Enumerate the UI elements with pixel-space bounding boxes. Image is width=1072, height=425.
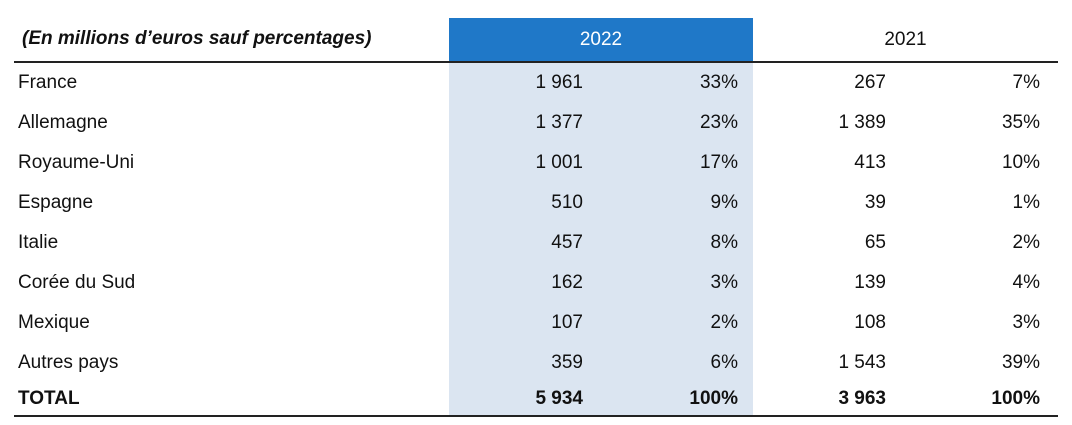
value-2021: 267 — [854, 72, 886, 93]
total-percent-2021: 100% — [991, 388, 1040, 409]
percent-2021: 1% — [1012, 192, 1040, 213]
header-year-2021: 2021 — [884, 28, 927, 50]
percent-2021: 39% — [1001, 352, 1040, 373]
percent-2021: 4% — [1012, 272, 1040, 293]
table-row: Mexique 107 2% 108 3% — [14, 303, 1058, 343]
table-row: Royaume-Uni 1 001 17% 413 10% — [14, 143, 1058, 183]
value-2022: 359 — [551, 352, 583, 373]
percent-2022: 2% — [710, 312, 738, 333]
percent-2021: 2% — [1012, 232, 1040, 253]
value-2022: 162 — [551, 272, 583, 293]
value-2021: 139 — [854, 272, 886, 293]
percent-2021: 3% — [1012, 312, 1040, 333]
country-label: Autres pays — [18, 352, 119, 373]
table-row: Corée du Sud 162 3% 139 4% — [14, 263, 1058, 303]
percent-2022: 3% — [710, 272, 738, 293]
percent-2022: 8% — [710, 232, 738, 253]
country-label: Espagne — [18, 192, 94, 213]
table-caption: (En millions d’euros sauf percentages) — [22, 28, 372, 49]
country-label: Italie — [18, 232, 59, 253]
table-row: France 1 961 33% 267 7% — [14, 63, 1058, 103]
percent-2022: 17% — [699, 152, 738, 173]
value-2021: 108 — [854, 312, 886, 333]
percent-2022: 23% — [699, 112, 738, 133]
table-total-row: TOTAL 5 934 100% 3 963 100% — [14, 383, 1058, 417]
total-label: TOTAL — [18, 388, 80, 409]
country-label: Corée du Sud — [18, 272, 136, 293]
column-2022-highlight — [449, 62, 753, 415]
revenue-by-country-table: (En millions d’euros sauf percentages) 2… — [14, 18, 1058, 417]
country-label: Royaume-Uni — [18, 152, 135, 173]
table-row: Allemagne 1 377 23% 1 389 35% — [14, 103, 1058, 143]
value-2022: 1 961 — [535, 72, 583, 93]
percent-2021: 10% — [1001, 152, 1040, 173]
percent-2022: 9% — [710, 192, 738, 213]
country-label: France — [18, 72, 78, 93]
value-2021: 1 543 — [838, 352, 886, 373]
value-2022: 1 377 — [535, 112, 583, 133]
country-label: Allemagne — [18, 112, 108, 133]
percent-2022: 33% — [699, 72, 738, 93]
table-row: Espagne 510 9% 39 1% — [14, 183, 1058, 223]
table-header-row: (En millions d’euros sauf percentages) 2… — [14, 18, 1058, 63]
value-2022: 1 001 — [535, 152, 583, 173]
country-label: Mexique — [18, 312, 90, 333]
value-2021: 413 — [854, 152, 886, 173]
value-2021: 1 389 — [838, 112, 886, 133]
total-value-2022: 5 934 — [535, 388, 583, 409]
total-percent-2022: 100% — [689, 388, 738, 409]
percent-2021: 7% — [1012, 72, 1040, 93]
value-2022: 457 — [551, 232, 583, 253]
value-2021: 39 — [864, 192, 886, 213]
value-2022: 510 — [551, 192, 583, 213]
table-row: Autres pays 359 6% 1 543 39% — [14, 343, 1058, 383]
value-2021: 65 — [864, 232, 886, 253]
percent-2022: 6% — [710, 352, 738, 373]
table-body: France 1 961 33% 267 7% Allemagne 1 377 23% 1 38… — [14, 63, 1058, 383]
header-year-2022: 2022 — [449, 18, 753, 61]
percent-2021: 35% — [1001, 112, 1040, 133]
value-2022: 107 — [551, 312, 583, 333]
table-row: Italie 457 8% 65 2% — [14, 223, 1058, 263]
total-value-2021: 3 963 — [838, 388, 886, 409]
